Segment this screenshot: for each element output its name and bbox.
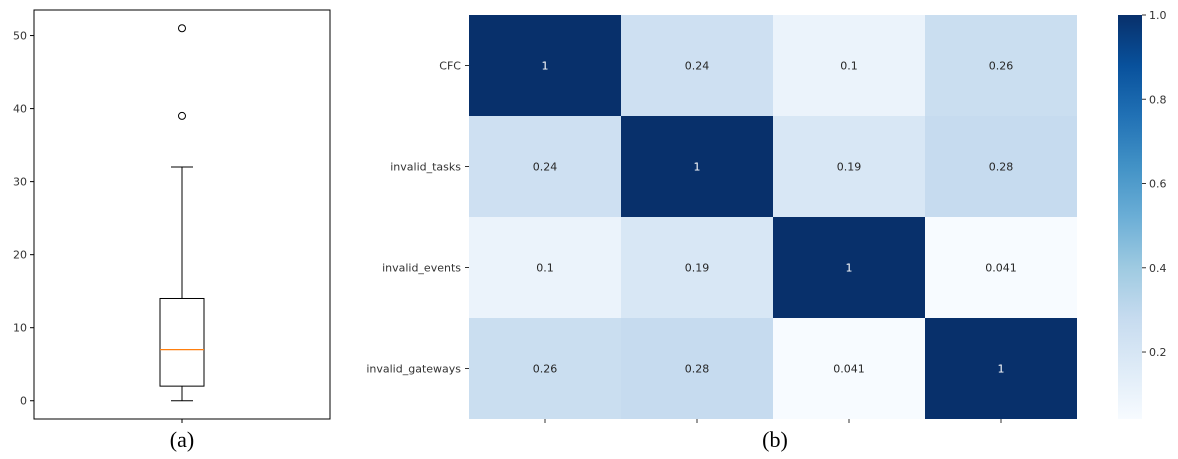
colorbar-gradient: [1118, 15, 1142, 419]
boxplot-y-tick-label: 0: [20, 395, 27, 408]
heatmap-cell: [621, 217, 773, 318]
heatmap-cell-label: 0.24: [533, 161, 558, 174]
heatmap-row-label: invalid_gateways: [366, 363, 461, 376]
colorbar: 0.2 0.4 0.6 0.8 1.0: [1118, 9, 1167, 419]
colorbar-tick-label: 1.0: [1149, 9, 1167, 22]
heatmap-cell-label: 1: [542, 60, 549, 73]
heatmap-cell-label: 0.1: [840, 60, 858, 73]
heatmap-cell: [621, 116, 773, 217]
heatmap-row-label: CFC: [439, 60, 461, 73]
boxplot-outlier: [178, 24, 186, 33]
heatmap-row-label: invalid_tasks: [390, 161, 461, 174]
heatmap-cell: [773, 217, 925, 318]
heatmap-cell: [773, 15, 925, 116]
boxplot-y-tick-label: 10: [13, 322, 27, 335]
heatmap-cell: [773, 116, 925, 217]
colorbar-tick-label: 0.8: [1149, 93, 1167, 106]
heatmap-row-label: invalid_events: [382, 262, 461, 275]
heatmap-cell: [469, 116, 621, 217]
heatmap-cell: [469, 217, 621, 318]
heatmap-cell-label: 0.28: [685, 363, 710, 376]
colorbar-tick-label: 0.4: [1149, 262, 1167, 275]
heatmap-cell-label: 0.1: [536, 262, 554, 275]
colorbar-tick-label: 0.6: [1149, 178, 1167, 191]
boxplot-box-group: [159, 24, 205, 402]
heatmap-cell: [925, 217, 1077, 318]
heatmap-cell: [925, 116, 1077, 217]
boxplot-outlier: [178, 111, 186, 120]
heatmap-cell: [773, 318, 925, 419]
heatmap-cell-label: 0.19: [685, 262, 710, 275]
heatmap-cell: [469, 15, 621, 116]
heatmap-cell-label: 0.28: [989, 161, 1014, 174]
boxplot-y-tick-label: 50: [13, 30, 27, 43]
boxplot-panel: 0 10 20 30 40 50: [13, 9, 331, 423]
boxplot-y-axis: 0 10 20 30 40 50: [13, 30, 183, 423]
caption-a: (a): [170, 427, 194, 452]
heatmap-cell-label: 0.26: [989, 60, 1014, 73]
heatmap-cell: [469, 318, 621, 419]
boxplot-y-tick-label: 30: [13, 176, 27, 189]
heatmap-cell-label: 0.24: [685, 60, 710, 73]
heatmap-cell-label: 1: [998, 363, 1005, 376]
boxplot-y-tick-label: 40: [13, 103, 27, 116]
heatmap-row-labels: CFC invalid_tasks invalid_events invalid_ga…: [366, 60, 1002, 423]
heatmap-cell-label: 1: [846, 262, 853, 275]
heatmap-cell: [621, 15, 773, 116]
heatmap-cells: 1 0.24 0.1 0.26 0.24 1 0.19 0.28 0.1 0.19 1 0.041 0.…: [469, 15, 1077, 419]
heatmap-cell: [925, 318, 1077, 419]
caption-b: (b): [762, 427, 788, 452]
heatmap-cell-label: 0.19: [837, 161, 862, 174]
heatmap-panel: 1 0.24 0.1 0.26 0.24 1 0.19 0.28 0.1 0.19 1 0.041 0.…: [366, 9, 1167, 423]
heatmap-cell-label: 1: [694, 161, 701, 174]
heatmap-cell: [925, 15, 1077, 116]
boxplot-box: [159, 297, 205, 387]
heatmap-cell-label: 0.26: [533, 363, 558, 376]
heatmap-cell: [621, 318, 773, 419]
colorbar-tick-label: 0.2: [1149, 346, 1167, 359]
heatmap-cell-label: 0.041: [985, 262, 1017, 275]
heatmap-cell-label: 0.041: [833, 363, 865, 376]
boxplot-y-tick-label: 20: [13, 249, 27, 262]
